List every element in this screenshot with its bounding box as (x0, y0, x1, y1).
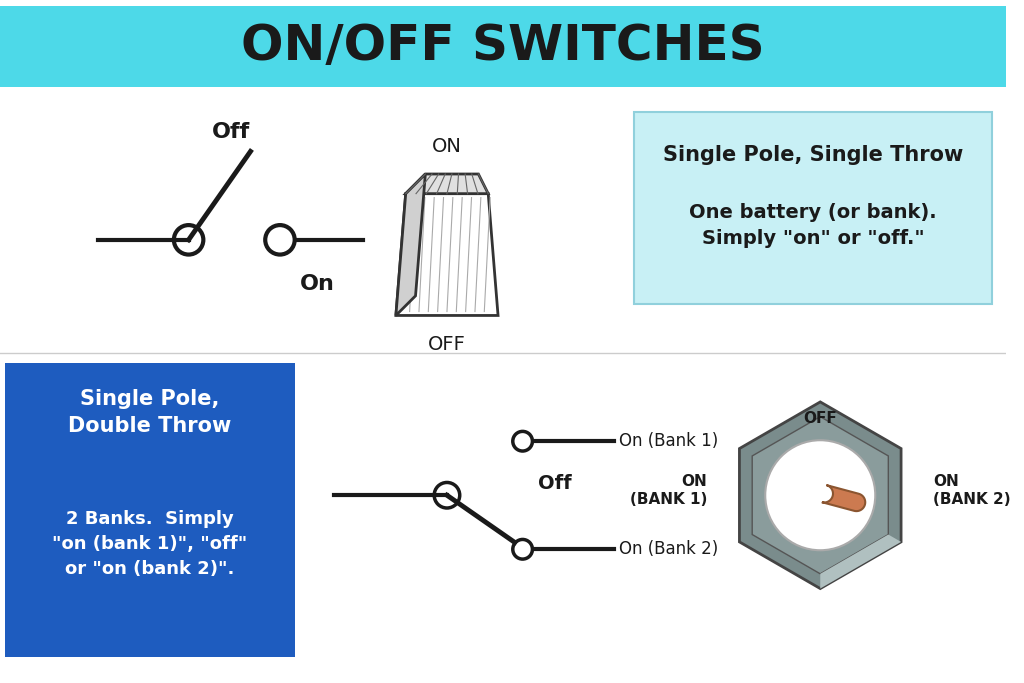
FancyBboxPatch shape (634, 112, 992, 304)
Text: Off: Off (212, 122, 250, 141)
Text: ON/OFF SWITCHES: ON/OFF SWITCHES (241, 23, 765, 70)
Circle shape (765, 441, 876, 550)
Polygon shape (396, 174, 425, 316)
Text: OFF: OFF (428, 335, 466, 354)
Text: Off: Off (539, 474, 572, 493)
Text: On (Bank 2): On (Bank 2) (618, 540, 718, 558)
Text: ON: ON (432, 137, 462, 156)
Polygon shape (739, 402, 901, 589)
Text: Single Pole, Single Throw: Single Pole, Single Throw (663, 145, 963, 165)
Polygon shape (406, 174, 488, 194)
Text: One battery (or bank).
Simply "on" or "off.": One battery (or bank). Simply "on" or "o… (689, 203, 937, 249)
Text: OFF: OFF (804, 411, 838, 426)
FancyBboxPatch shape (5, 363, 295, 657)
Text: 2 Banks.  Simply
"on (bank 1)", "off"
or "on (bank 2)".: 2 Banks. Simply "on (bank 1)", "off" or … (52, 510, 248, 578)
Text: ON
(BANK 2): ON (BANK 2) (933, 473, 1011, 507)
Text: On: On (300, 274, 335, 294)
Polygon shape (820, 535, 901, 589)
Polygon shape (396, 194, 498, 316)
Text: ON
(BANK 1): ON (BANK 1) (630, 473, 708, 507)
FancyBboxPatch shape (0, 6, 1006, 87)
Polygon shape (822, 485, 865, 511)
Polygon shape (753, 417, 888, 574)
Text: On (Bank 1): On (Bank 1) (618, 432, 718, 450)
Text: Single Pole,
Double Throw: Single Pole, Double Throw (69, 389, 231, 436)
